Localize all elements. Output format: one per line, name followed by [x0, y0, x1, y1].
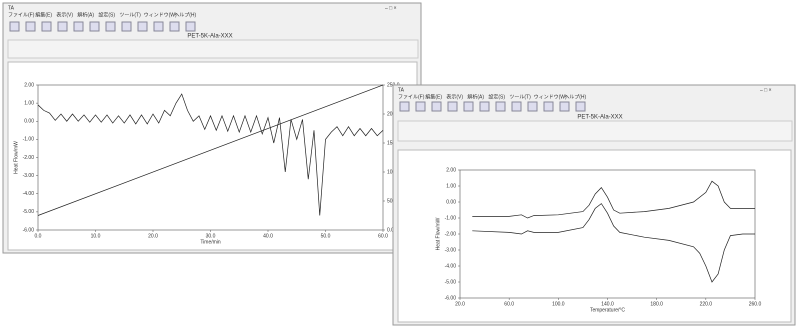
toolbar-button[interactable] [479, 101, 490, 112]
toolbar-button[interactable] [527, 101, 538, 112]
y-tick-label: 2.00 [24, 82, 34, 88]
toolbar-button[interactable] [495, 101, 506, 112]
y-tick-label: -5.00 [23, 209, 35, 215]
y-tick-label: -3.00 [445, 247, 457, 253]
toolbar-button[interactable] [447, 101, 458, 112]
toolbar-button[interactable] [9, 21, 20, 32]
menu-item[interactable]: ヘルプ(H) [174, 12, 196, 18]
menu-item[interactable]: 表示(V) [56, 11, 73, 18]
x-tick-label: 20.0 [148, 233, 158, 239]
toolbar-button[interactable] [431, 101, 442, 112]
chart-area [397, 149, 792, 323]
menu-item[interactable]: 解析(A) [467, 93, 484, 100]
menu-item[interactable]: 編集(E) [425, 93, 442, 100]
menu-item[interactable]: 解析(A) [77, 11, 94, 18]
x-tick-label: 20.0 [455, 301, 465, 307]
x-tick-label: 60.0 [378, 233, 388, 239]
sample-name: PET-5K-Ala-XXX [577, 115, 622, 121]
window-title: TA [8, 5, 15, 11]
x-tick-label: 40.0 [263, 233, 273, 239]
toolbar-button[interactable] [415, 101, 426, 112]
y-tick-label: -2.00 [445, 231, 457, 237]
y-tick-label: -4.00 [445, 263, 457, 269]
x-tick-label: 140.0 [601, 301, 614, 307]
toolbar-button[interactable] [185, 21, 196, 32]
menu-item[interactable]: ツール(T) [119, 12, 141, 18]
menu-item[interactable]: 設定(S) [98, 11, 115, 18]
menu-item[interactable]: 設定(S) [488, 93, 505, 100]
x-tick-label: 10.0 [91, 233, 101, 239]
y-tick-label: -2.00 [23, 155, 35, 161]
toolbar-button[interactable] [153, 21, 164, 32]
window-controls[interactable]: – □ × [760, 87, 772, 93]
data-line [37, 93, 384, 216]
info-panel [397, 120, 793, 142]
toolbar-button[interactable] [121, 21, 132, 32]
x-tick-label: 260.0 [749, 301, 762, 307]
y-axis-label: Heat Flow/mW [435, 217, 441, 250]
toolbar-button[interactable] [89, 21, 100, 32]
x-tick-label: 30.0 [206, 233, 216, 239]
sample-name: PET-5K-Ala-XXX [187, 34, 232, 40]
y-tick-label: 0.00 [24, 119, 34, 125]
y-tick-label: 0.00 [446, 199, 456, 205]
x-tick-label: 0.0 [35, 233, 42, 239]
toolbar-button[interactable] [399, 101, 410, 112]
menu-item[interactable]: ファイル(F) [8, 12, 35, 18]
y-axis-label: Heat Flow/mW [13, 141, 19, 174]
window: TA – □ × PET-5K-Ala-XXX ファイル(F) 編集(E) 表示(V… [392, 84, 796, 326]
y-tick-label: -6.00 [23, 227, 35, 233]
menu-item[interactable]: ウィンドウ(W) [144, 11, 177, 18]
window-controls[interactable]: – □ × [385, 5, 397, 11]
toolbar-button[interactable] [543, 101, 554, 112]
toolbar-button[interactable] [25, 21, 36, 32]
toolbar [9, 21, 196, 32]
x-tick-label: 50.0 [321, 233, 331, 239]
toolbar-button[interactable] [105, 21, 116, 32]
toolbar-button[interactable] [41, 21, 52, 32]
menu-item[interactable]: 編集(E) [35, 11, 52, 18]
y-tick-label: -4.00 [23, 191, 35, 197]
y-tick-label: -1.00 [23, 137, 35, 143]
info-panel [7, 39, 419, 59]
y-tick-label: 1.00 [446, 183, 456, 189]
y-tick-label: 1.00 [24, 100, 34, 106]
toolbar-button[interactable] [575, 101, 586, 112]
x-tick-label: 220.0 [700, 301, 713, 307]
y-tick-label: -3.00 [23, 173, 35, 179]
x-tick-label: 100.0 [552, 301, 565, 307]
menu-item[interactable]: ファイル(F) [398, 94, 425, 100]
y-tick-label: 2.00 [446, 167, 456, 173]
y-tick-label: -5.00 [445, 279, 457, 285]
x-tick-label: 60.0 [504, 301, 514, 307]
window-title: TA [398, 87, 405, 93]
toolbar-button[interactable] [559, 101, 570, 112]
toolbar-button[interactable] [463, 101, 474, 112]
y-tick-label: -1.00 [445, 215, 457, 221]
toolbar [399, 101, 586, 112]
toolbar-button[interactable] [73, 21, 84, 32]
window: TA – □ × PET-5K-Ala-XXX ファイル(F) 編集(E) 表示(V… [2, 2, 422, 254]
menu-item[interactable]: ヘルプ(H) [564, 94, 586, 100]
menu-item[interactable]: 表示(V) [446, 93, 463, 100]
menu-item[interactable]: ウィンドウ(W) [534, 93, 567, 100]
y2-tick-label: 50.0 [387, 198, 397, 204]
data-line [37, 84, 384, 216]
toolbar-button[interactable] [511, 101, 522, 112]
toolbar-button[interactable] [169, 21, 180, 32]
data-line [472, 180, 755, 219]
menu-item[interactable]: ツール(T) [509, 94, 531, 100]
data-line [472, 203, 755, 283]
y-tick-label: -6.00 [445, 295, 457, 301]
chart-area [7, 61, 418, 251]
toolbar-button[interactable] [57, 21, 68, 32]
toolbar-button[interactable] [137, 21, 148, 32]
x-axis-label: Time/min [200, 239, 221, 245]
x-axis-label: Temperature/°C [590, 307, 625, 313]
x-tick-label: 180.0 [650, 301, 663, 307]
y2-tick-label: 0.0 [387, 227, 394, 233]
